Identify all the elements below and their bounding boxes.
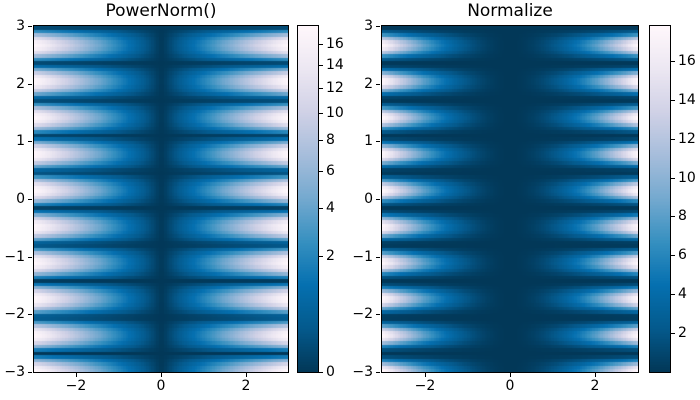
plot-title-powernorm: PowerNorm() [105,1,217,21]
y-tick-mark [28,84,32,85]
colorbar-tick-mark [319,65,323,66]
colorbar-tick-mark [319,171,323,172]
y-tick-label: −2 [4,306,25,322]
colorbar-tick-mark [319,44,323,45]
colorbar-tick-mark [319,372,323,373]
colorbar-tick-label: 0 [326,364,335,380]
colorbar-tick-label: 8 [678,208,687,224]
heatmap-frame-normalize [381,25,639,373]
x-tick-label: −2 [65,378,87,394]
colorbar-tick-label: 10 [678,170,696,186]
colorbar-tick-mark [671,255,675,256]
y-tick-mark [28,26,32,27]
y-tick-label: 1 [16,133,25,149]
colorbar-tick-mark [671,139,675,140]
colorbar-tick-label: 16 [326,36,344,52]
x-tick-mark [161,373,162,377]
colorbar-tick-label: 2 [678,325,687,341]
x-tick-label: 2 [590,378,600,394]
colorbar-tick-label: 12 [678,131,696,147]
y-tick-label: −3 [352,364,373,380]
x-tick-label: 2 [241,378,251,394]
x-tick-label: 0 [156,378,166,394]
colorbar-canvas-powernorm [298,26,318,372]
y-tick-label: 3 [364,18,373,34]
x-tick-mark [595,373,596,377]
y-tick-label: −1 [352,249,373,265]
colorbar-tick-mark [671,178,675,179]
y-tick-label: 0 [16,191,25,207]
y-tick-mark [28,141,32,142]
y-tick-label: 1 [364,133,373,149]
x-tick-mark [246,373,247,377]
heatmap-canvas-powernorm [34,26,288,372]
colorbar-canvas-normalize [650,26,670,372]
heatmap-frame-powernorm [33,25,289,373]
colorbar-frame-powernorm [297,25,319,373]
colorbar-frame-normalize [649,25,671,373]
colorbar-tick-mark [671,294,675,295]
colorbar-tick-label: 14 [678,92,696,108]
colorbar-tick-label: 8 [326,132,335,148]
y-tick-label: 0 [364,191,373,207]
colorbar-tick-label: 12 [326,80,344,96]
colorbar-tick-label: 10 [326,105,344,121]
y-tick-label: −3 [4,364,25,380]
colorbar-tick-label: 6 [678,247,687,263]
y-tick-mark [376,372,380,373]
y-tick-mark [376,257,380,258]
y-tick-label: −2 [352,306,373,322]
colorbar-tick-label: 4 [326,200,335,216]
colorbar-tick-mark [319,88,323,89]
colorbar-tick-label: 14 [326,57,344,73]
y-tick-mark [376,141,380,142]
colorbar-tick-mark [671,333,675,334]
colorbar-tick-mark [319,113,323,114]
y-tick-label: 2 [16,76,25,92]
y-tick-label: 3 [16,18,25,34]
colorbar-tick-mark [319,256,323,257]
x-tick-mark [425,373,426,377]
colorbar-tick-mark [671,61,675,62]
x-tick-label: −2 [414,378,436,394]
y-tick-mark [376,314,380,315]
x-tick-mark [510,373,511,377]
colorbar-tick-mark [319,208,323,209]
y-tick-mark [28,257,32,258]
x-tick-mark [76,373,77,377]
y-tick-mark [28,372,32,373]
y-tick-mark [28,199,32,200]
colorbar-tick-label: 16 [678,53,696,69]
y-tick-mark [376,26,380,27]
colorbar-tick-label: 4 [678,286,687,302]
y-tick-label: −1 [4,249,25,265]
colorbar-tick-mark [671,216,675,217]
heatmap-canvas-normalize [382,26,638,372]
y-tick-mark [376,84,380,85]
y-tick-label: 2 [364,76,373,92]
y-tick-mark [376,199,380,200]
colorbar-tick-label: 2 [326,248,335,264]
colorbar-tick-mark [671,100,675,101]
colorbar-tick-label: 6 [326,163,335,179]
plot-title-normalize: Normalize [467,1,553,21]
colorbar-tick-mark [319,140,323,141]
y-tick-mark [28,314,32,315]
x-tick-label: 0 [505,378,515,394]
